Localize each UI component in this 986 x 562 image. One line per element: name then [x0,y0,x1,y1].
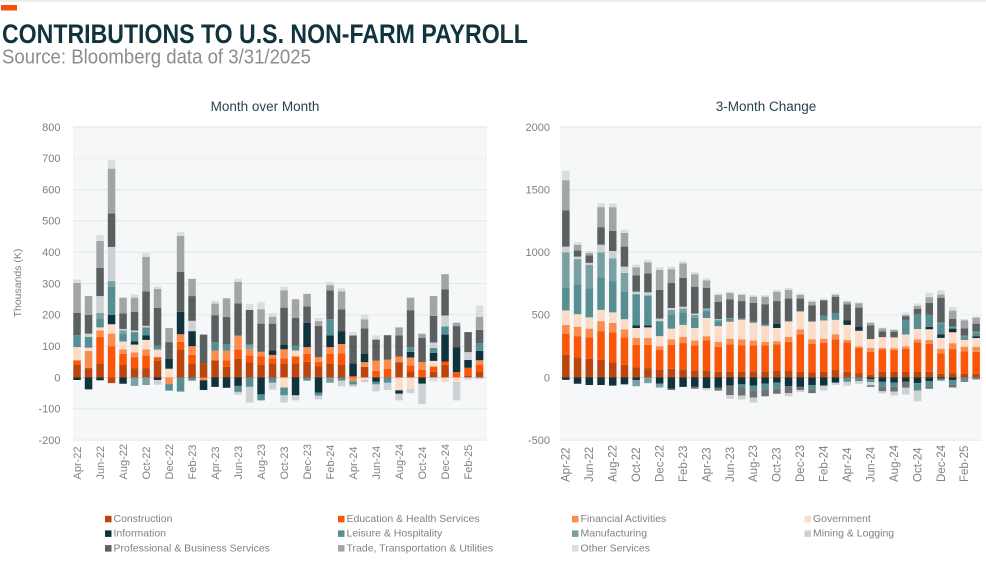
svg-text:Oct-22: Oct-22 [631,447,643,482]
svg-text:Apr-23: Apr-23 [210,446,222,479]
svg-text:100: 100 [42,341,60,353]
svg-text:Month over Month: Month over Month [211,99,320,114]
svg-text:Oct-23: Oct-23 [279,446,291,479]
svg-text:Feb-25: Feb-25 [959,446,971,482]
svg-text:Other Services: Other Services [581,542,650,554]
svg-text:500: 500 [42,216,60,228]
svg-text:Information: Information [114,528,167,540]
svg-text:Apr-24: Apr-24 [842,447,854,482]
svg-text:Apr-24: Apr-24 [348,446,360,479]
svg-text:Thousands (K): Thousands (K) [12,249,24,318]
svg-text:Apr-22: Apr-22 [72,446,84,479]
svg-text:Trade, Transportation & Utilit: Trade, Transportation & Utilities [347,542,494,554]
svg-text:Jun-24: Jun-24 [371,446,383,480]
svg-text:Oct-22: Oct-22 [141,446,153,479]
svg-text:Feb-23: Feb-23 [187,445,199,480]
svg-text:-500: -500 [528,435,550,447]
svg-text:CONTRIBUTIONS TO U.S. NON-FARM: CONTRIBUTIONS TO U.S. NON-FARM PAYROLL [2,19,528,49]
svg-text:Jun-23: Jun-23 [725,447,737,482]
svg-text:700: 700 [42,153,60,165]
svg-text:Oct-24: Oct-24 [417,446,429,479]
svg-text:Aug-22: Aug-22 [118,444,130,479]
svg-text:-100: -100 [38,404,60,416]
svg-text:Professional & Business Servic: Professional & Business Services [114,542,270,554]
svg-text:Jun-24: Jun-24 [865,446,877,482]
svg-text:Jun-22: Jun-22 [95,446,107,480]
svg-text:800: 800 [42,122,60,134]
svg-text:200: 200 [42,310,60,322]
svg-text:Dec-22: Dec-22 [654,445,666,482]
svg-text:300: 300 [42,278,60,290]
svg-text:Apr-23: Apr-23 [701,447,713,482]
svg-text:Leisure & Hospitality: Leisure & Hospitality [347,528,443,540]
svg-text:Dec-24: Dec-24 [936,444,948,482]
svg-text:Dec-23: Dec-23 [795,445,807,482]
svg-text:2000: 2000 [526,122,550,134]
svg-text:Feb-23: Feb-23 [678,446,690,482]
svg-text:0: 0 [54,372,60,384]
svg-text:Mining & Logging: Mining & Logging [813,528,894,540]
svg-text:-200: -200 [38,435,60,447]
svg-text:Aug-23: Aug-23 [748,445,760,482]
svg-text:Dec-23: Dec-23 [302,444,314,479]
svg-text:Education & Health Services: Education & Health Services [347,513,480,525]
svg-text:Feb-24: Feb-24 [325,445,337,480]
svg-text:600: 600 [42,184,60,196]
svg-text:Aug-24: Aug-24 [394,444,406,479]
svg-text:Feb-24: Feb-24 [819,445,831,482]
svg-text:0: 0 [544,372,550,384]
svg-text:Aug-22: Aug-22 [608,445,620,482]
svg-text:1000: 1000 [526,247,550,259]
svg-text:Dec-24: Dec-24 [440,444,452,479]
svg-text:Jun-23: Jun-23 [233,446,245,480]
svg-text:3-Month Change: 3-Month Change [716,99,817,114]
svg-text:Apr-22: Apr-22 [561,447,573,482]
svg-text:Aug-23: Aug-23 [256,444,268,479]
svg-text:Construction: Construction [114,513,173,525]
svg-text:Government: Government [813,513,871,525]
svg-text:1500: 1500 [526,184,550,196]
svg-text:Manufacturing: Manufacturing [581,528,648,540]
svg-text:Oct-23: Oct-23 [772,447,784,482]
svg-text:Oct-24: Oct-24 [912,447,924,482]
svg-text:400: 400 [42,247,60,259]
svg-text:Feb-25: Feb-25 [463,445,475,480]
svg-text:Financial Activities: Financial Activities [581,513,667,525]
svg-text:Aug-24: Aug-24 [889,444,901,482]
svg-text:Dec-22: Dec-22 [164,444,176,479]
svg-text:500: 500 [532,310,550,322]
svg-text:Source: Bloomberg data of 3/31: Source: Bloomberg data of 3/31/2025 [2,47,311,69]
svg-text:Jun-22: Jun-22 [584,447,596,482]
